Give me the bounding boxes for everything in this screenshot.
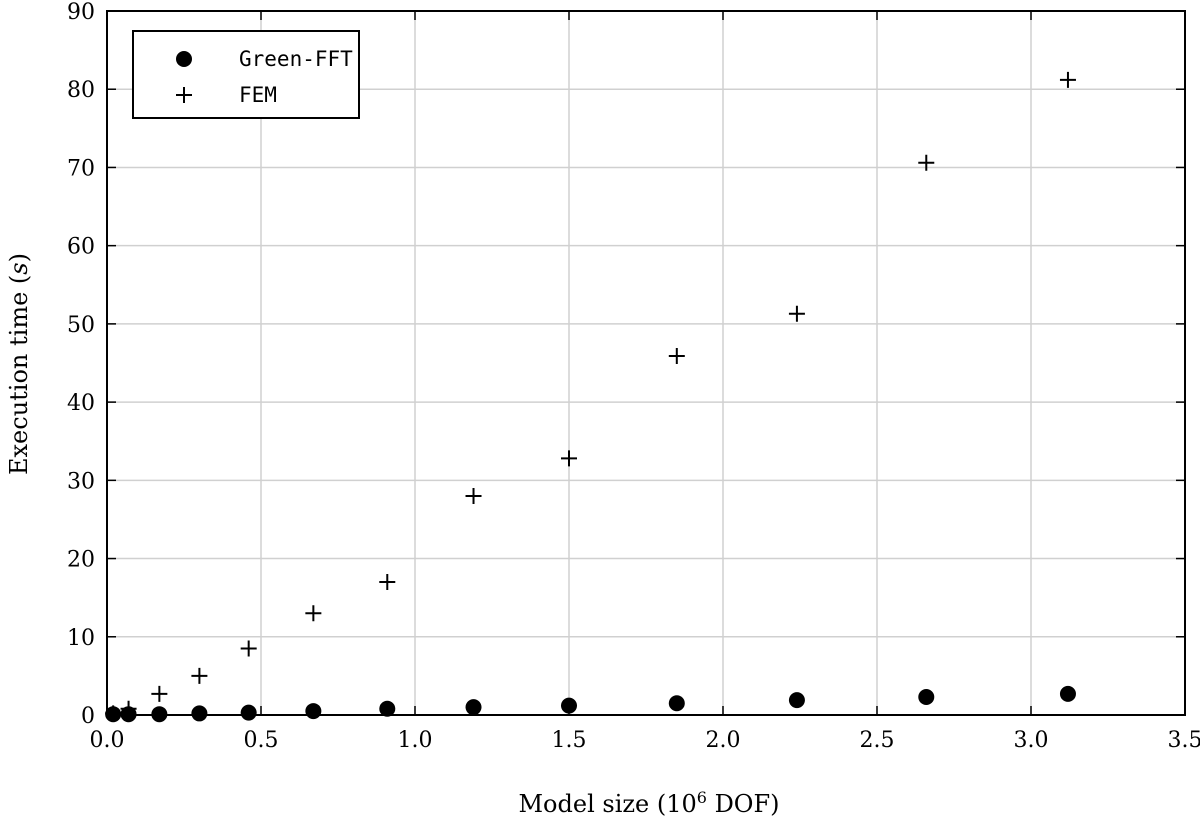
data-marks	[105, 71, 1076, 723]
point-green-fft	[788, 692, 805, 709]
x-axis-title-prefix: Model size (10	[518, 790, 696, 818]
tick-labels: 0.0 0.5 1.0 1.5 2.0 2.5 3.0 3.5 0 10 20 30 40 50 60 70 8…	[67, 0, 1200, 753]
point-green-fft	[1059, 685, 1076, 702]
y-tick-label: 90	[67, 0, 95, 25]
point-fem	[561, 450, 577, 467]
x-tick-label: 1.5	[552, 728, 587, 753]
point-green-fft	[379, 700, 396, 717]
y-tick-label: 50	[67, 313, 95, 338]
point-green-fft	[561, 697, 577, 714]
plot-frame	[106, 10, 1186, 716]
y-tick-label: 70	[67, 156, 95, 181]
point-green-fft	[240, 704, 257, 721]
point-fem	[240, 640, 257, 657]
point-fem	[465, 487, 482, 504]
y-tick-label: 10	[67, 626, 95, 651]
point-fem	[305, 605, 322, 622]
x-tick-label: 3.0	[1014, 728, 1049, 753]
point-fem	[918, 154, 935, 171]
y-tick-label: 80	[67, 78, 95, 103]
point-green-fft	[668, 695, 685, 712]
point-green-fft	[918, 689, 935, 706]
y-tick-label: 0	[81, 704, 95, 729]
x-tick-label: 2.0	[706, 728, 741, 753]
point-green-fft	[305, 703, 322, 720]
point-green-fft	[465, 699, 482, 716]
legend-label-fem: FEM	[239, 83, 277, 107]
point-fem	[151, 685, 168, 702]
y-axis-title-prefix: Execution time (	[5, 275, 33, 475]
x-tick-label: 0.5	[244, 728, 279, 753]
legend-label-green-fft: Green-FFT	[239, 47, 353, 71]
point-fem	[379, 574, 396, 591]
x-tick-label: 1.0	[398, 728, 433, 753]
x-tick-label: 3.5	[1168, 728, 1200, 753]
point-fem	[191, 667, 208, 684]
y-tick-label: 30	[67, 469, 95, 494]
y-tick-label: 60	[67, 235, 95, 260]
y-axis-title-variable: s	[5, 262, 33, 274]
y-axis-title-suffix: )	[5, 253, 33, 262]
x-tick-label: 2.5	[860, 728, 895, 753]
legend-box	[132, 30, 360, 119]
point-fem	[668, 347, 685, 364]
x-tick-label: 0.0	[90, 728, 125, 753]
y-axis-title: Execution time (s)	[5, 253, 33, 475]
x-axis-title: Model size (106 DOF)	[518, 788, 779, 818]
x-axis-title-suffix: DOF)	[707, 790, 780, 818]
y-tick-label: 40	[67, 391, 95, 416]
grid-lines	[107, 11, 1185, 715]
x-axis-title-exponent: 6	[697, 788, 707, 807]
y-tick-label: 20	[67, 548, 95, 573]
point-fem	[1059, 71, 1076, 88]
point-fem	[788, 305, 805, 322]
legend-marker-fem	[176, 87, 192, 103]
legend: Green-FFT FEM	[132, 30, 360, 119]
legend-marker-green-fft	[176, 51, 192, 67]
point-green-fft	[191, 705, 208, 722]
